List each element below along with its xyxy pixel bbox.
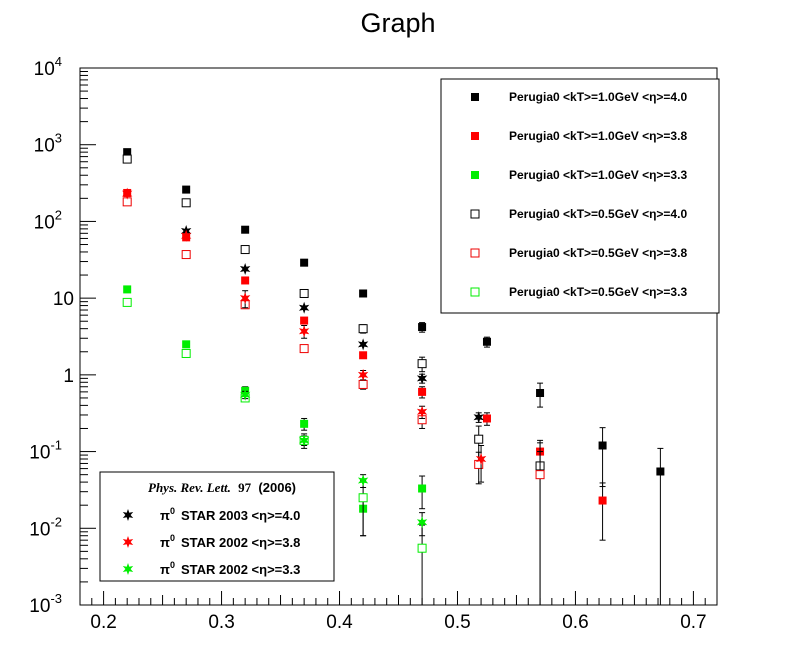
citation-journal: Phys. Rev. Lett. — [148, 480, 231, 495]
y-tick-label: 104 — [34, 54, 62, 80]
data-point — [180, 229, 192, 242]
data-point — [536, 389, 545, 398]
data-point — [300, 316, 309, 325]
legend-marker — [471, 132, 479, 140]
data-point — [357, 338, 369, 351]
data-point — [298, 434, 310, 447]
x-tick-label: 0.5 — [444, 612, 470, 633]
data-point — [598, 441, 607, 450]
legend-marker — [470, 287, 480, 297]
data-point — [418, 484, 427, 493]
data-point — [475, 453, 487, 466]
data-point — [358, 379, 368, 389]
legend-label: Perugia0 <kT>=1.0GeV <η>=3.8 — [509, 129, 687, 143]
legend-label: π0 STAR 2003 <η>=4.0 — [160, 506, 300, 523]
data-marks — [121, 148, 665, 605]
data-point — [359, 351, 368, 360]
data-point — [473, 411, 484, 424]
data-point — [182, 340, 191, 349]
x-tick-label: 0.7 — [680, 612, 706, 633]
legend-simulation: Perugia0 <kT>=1.0GeV <η>=4.0 Perugia0 <kT… — [440, 78, 720, 314]
data-point — [122, 297, 132, 307]
data-point — [240, 245, 250, 255]
data-point — [482, 414, 491, 423]
x-tick-label: 0.6 — [562, 612, 588, 633]
legend-label: π0 STAR 2002 <η>=3.3 — [160, 560, 300, 577]
legend-label: Perugia0 <kT>=1.0GeV <η>=3.3 — [509, 168, 687, 182]
data-point — [122, 154, 132, 164]
legend-star-box — [99, 471, 335, 582]
data-point — [300, 419, 309, 428]
legend-marker — [471, 171, 479, 179]
data-point — [241, 225, 250, 234]
y-tick-label: 102 — [34, 207, 62, 233]
data-point — [474, 434, 484, 444]
data-point — [298, 325, 310, 338]
chart-title: Graph — [360, 8, 435, 38]
data-point — [123, 148, 132, 157]
legend-label: Perugia0 <kT>=0.5GeV <η>=4.0 — [509, 207, 687, 221]
data-point — [416, 372, 428, 385]
data-point — [357, 368, 369, 381]
data-point — [482, 337, 491, 346]
data-point — [417, 359, 427, 369]
data-point — [299, 288, 309, 298]
x-tick-label: 0.4 — [326, 612, 353, 633]
x-tick-label: 0.2 — [90, 612, 116, 633]
series-6 — [180, 225, 484, 424]
data-point — [598, 496, 607, 505]
legend-marker — [470, 209, 480, 219]
data-point — [241, 276, 250, 285]
y-tick-label: 103 — [34, 131, 62, 157]
data-point — [182, 185, 191, 194]
data-point — [418, 387, 427, 396]
data-point — [535, 470, 545, 480]
series-8 — [239, 388, 428, 537]
data-point — [123, 285, 132, 294]
data-point — [181, 250, 191, 260]
data-point — [239, 388, 251, 401]
x-tick-label: 0.3 — [208, 612, 234, 633]
citation-volume: 97 — [238, 480, 252, 495]
data-point — [357, 474, 369, 487]
data-point — [298, 301, 310, 314]
y-tick-label: 1 — [63, 366, 74, 387]
data-point — [358, 324, 368, 334]
data-point — [300, 258, 309, 267]
data-point — [418, 323, 427, 332]
series-0 — [123, 148, 665, 605]
data-point — [358, 493, 368, 503]
axes: 0.2 0.3 0.4 0.5 0.6 0.7 10-3 10-2 10-1 1 10 102 103 1… — [29, 54, 706, 633]
legend-citation: Phys. Rev. Lett. 97 (2006) — [148, 480, 296, 495]
legend-marker — [122, 509, 134, 521]
data-point — [121, 187, 133, 200]
y-tick-label: 10-1 — [29, 438, 62, 464]
legend-marker — [470, 248, 480, 258]
y-tick-label: 10-3 — [29, 591, 62, 617]
data-point — [239, 292, 251, 305]
legend-label: π0 STAR 2002 <η>=3.8 — [160, 533, 300, 550]
legend-label: Perugia0 <kT>=1.0GeV <η>=4.0 — [509, 90, 687, 104]
legend-marker — [122, 536, 134, 548]
data-point — [181, 348, 191, 358]
data-point — [416, 405, 428, 418]
legend-label: Perugia0 <kT>=0.5GeV <η>=3.3 — [509, 285, 687, 299]
data-point — [359, 289, 368, 298]
y-tick-label: 10-2 — [29, 514, 62, 540]
data-point — [299, 344, 309, 354]
y-tick-label: 10 — [53, 289, 74, 310]
legend-label: Perugia0 <kT>=0.5GeV <η>=3.8 — [509, 246, 687, 260]
legend-marker — [471, 93, 479, 101]
data-point — [656, 467, 665, 476]
data-point — [417, 543, 427, 553]
data-point — [239, 262, 251, 275]
data-point — [416, 516, 428, 529]
legend-marker — [122, 563, 134, 575]
legend-star-data: Phys. Rev. Lett. 97 (2006) π0 STAR 2003 <… — [99, 471, 335, 582]
series-7 — [121, 187, 487, 483]
legend-simulation-box — [440, 78, 720, 314]
citation-year: (2006) — [258, 480, 296, 495]
data-point — [181, 198, 191, 208]
